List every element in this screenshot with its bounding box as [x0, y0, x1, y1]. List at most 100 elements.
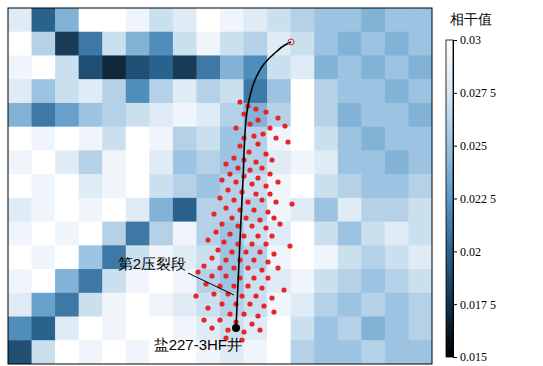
heatmap-cell — [267, 198, 291, 222]
heatmap-cell — [291, 222, 315, 246]
heatmap-cell — [244, 222, 268, 246]
heatmap-cell — [220, 293, 244, 317]
heatmap-cell — [32, 150, 56, 174]
heatmap-cell — [126, 222, 150, 246]
heatmap-cell — [102, 79, 126, 103]
heatmap-cell — [126, 340, 150, 364]
heatmap-cell — [220, 127, 244, 151]
event-point — [231, 283, 236, 288]
event-point — [219, 177, 224, 182]
heatmap-cell — [8, 55, 32, 79]
heatmap-cell — [126, 269, 150, 293]
heatmap-cell — [314, 103, 338, 127]
event-point — [231, 197, 236, 202]
heatmap-cell — [291, 174, 315, 198]
heatmap-cell — [244, 317, 268, 341]
event-point — [257, 249, 262, 254]
heatmap-cell — [126, 317, 150, 341]
heatmap-cell — [8, 32, 32, 56]
event-point — [267, 191, 272, 196]
heatmap-cell — [8, 340, 32, 364]
event-point — [217, 195, 222, 200]
event-point — [267, 171, 272, 176]
heatmap-cell — [149, 198, 173, 222]
heatmap-cell — [126, 103, 150, 127]
event-point — [265, 259, 270, 264]
heatmap-cell — [8, 317, 32, 341]
event-point — [231, 155, 236, 160]
heatmap-cell — [8, 150, 32, 174]
event-point — [277, 221, 282, 226]
event-point — [217, 317, 222, 322]
colorbar-tick-label: 0.022 5 — [460, 192, 496, 206]
annotation-text: 盐227-3HF井 — [154, 336, 242, 353]
event-point — [211, 291, 216, 296]
event-point — [265, 275, 270, 280]
event-point — [275, 265, 280, 270]
colorbar-axis: 0.0150.017 50.020.022 50.0250.027 50.03 — [453, 33, 496, 364]
heatmap-cell — [244, 340, 268, 364]
heatmap-cell — [361, 8, 385, 32]
heatmap-cell — [267, 150, 291, 174]
heatmap-cell — [220, 150, 244, 174]
heatmap-cell — [8, 174, 32, 198]
event-point — [241, 311, 246, 316]
colorbar-tick: 0.025 — [453, 139, 487, 153]
heatmap-cell — [8, 269, 32, 293]
heatmap-cell — [8, 79, 32, 103]
heatmap-cell — [55, 340, 79, 364]
colorbar-tick-mark — [453, 357, 457, 358]
heatmap-cell — [385, 293, 409, 317]
event-point — [275, 179, 280, 184]
event-point — [269, 157, 274, 162]
heatmap-cell — [385, 79, 409, 103]
well-head — [232, 324, 240, 332]
heatmap-cell — [55, 293, 79, 317]
heatmap-cell — [32, 269, 56, 293]
heatmap-cell — [149, 32, 173, 56]
annotations: 第2压裂段盐227-3HF井 — [118, 255, 242, 353]
event-point — [263, 241, 268, 246]
heatmap-cell — [102, 174, 126, 198]
event-point — [275, 115, 280, 120]
heatmap-cell — [408, 222, 432, 246]
chart-svg: 第2压裂段盐227-3HF井0.0150.017 50.020.022 50.0… — [0, 0, 543, 366]
heatmap-cell — [338, 317, 362, 341]
event-point — [223, 161, 228, 166]
heatmap-cell — [102, 222, 126, 246]
heatmap-cell — [361, 150, 385, 174]
heatmap-cell — [79, 127, 103, 151]
event-point — [257, 327, 262, 332]
event-point — [235, 165, 240, 170]
heatmap-cell — [291, 32, 315, 56]
event-point — [259, 165, 264, 170]
event-point — [209, 273, 214, 278]
heatmap-cell — [314, 340, 338, 364]
heatmap-cell — [408, 245, 432, 269]
event-point — [273, 135, 278, 140]
heatmap-cell — [338, 269, 362, 293]
heatmap-cell — [102, 103, 126, 127]
heatmap-cell — [55, 245, 79, 269]
heatmap-cell — [32, 222, 56, 246]
heatmap-cell — [408, 103, 432, 127]
heatmap-cell — [173, 150, 197, 174]
event-point — [229, 249, 234, 254]
heatmap-cell — [173, 293, 197, 317]
heatmap-cell — [55, 198, 79, 222]
event-point — [209, 325, 214, 330]
heatmap-cell — [385, 55, 409, 79]
heatmap — [8, 8, 432, 364]
heatmap-cell — [314, 269, 338, 293]
event-point — [261, 303, 266, 308]
event-point — [255, 117, 260, 122]
heatmap-cell — [338, 198, 362, 222]
heatmap-cell — [79, 317, 103, 341]
heatmap-cell — [408, 293, 432, 317]
event-point — [241, 329, 246, 334]
heatmap-cell — [126, 150, 150, 174]
heatmap-cell — [361, 32, 385, 56]
heatmap-cell — [196, 55, 220, 79]
heatmap-cell — [55, 222, 79, 246]
heatmap-cell — [291, 55, 315, 79]
